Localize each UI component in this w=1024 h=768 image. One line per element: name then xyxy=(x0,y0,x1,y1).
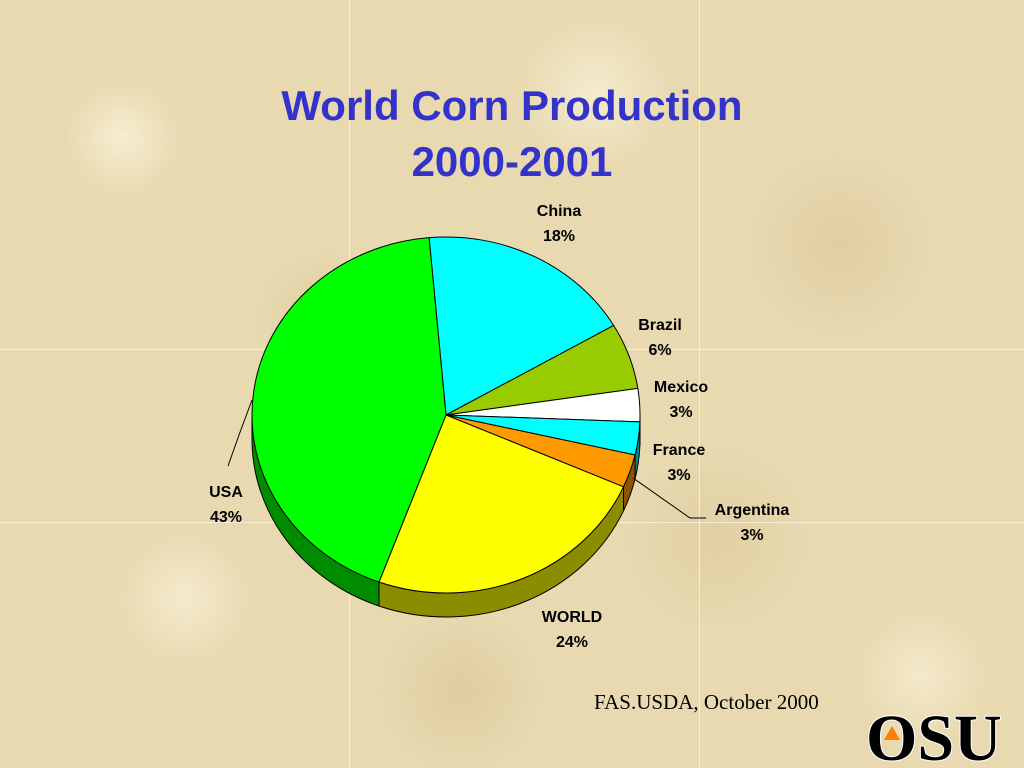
slice-value-argentina: 3% xyxy=(740,527,763,544)
slice-value-brazil: 6% xyxy=(648,342,671,359)
osu-logo: OSU xyxy=(865,701,1003,766)
pie-slice-china xyxy=(428,236,615,416)
pie-slice-usa xyxy=(251,237,447,583)
leader-line-argentina xyxy=(632,477,706,519)
slice-label-france: France xyxy=(653,442,706,459)
slice-label-argentina: Argentina xyxy=(715,502,790,519)
pie-top-group xyxy=(251,236,641,594)
slide-title-line1: World Corn Production xyxy=(281,82,743,129)
slide-title-line2: 2000-2001 xyxy=(411,138,613,185)
slice-value-usa: 43% xyxy=(210,509,242,526)
slice-label-brazil: Brazil xyxy=(638,317,682,334)
background-gridline xyxy=(699,0,700,768)
leader-line-usa xyxy=(227,399,253,467)
slice-label-china: China xyxy=(537,203,582,220)
slice-value-france: 3% xyxy=(667,467,690,484)
slice-label-world: WORLD xyxy=(542,609,602,626)
pie-labels: China 18% Brazil 6% Mexico 3% France 3% Argentin… xyxy=(209,203,789,651)
logo-triangle-icon xyxy=(884,726,900,740)
slice-value-china: 18% xyxy=(543,228,575,245)
slice-label-usa: USA xyxy=(209,484,243,501)
pie-slice-world xyxy=(378,414,625,594)
slice-value-mexico: 3% xyxy=(669,404,692,421)
slice-label-mexico: Mexico xyxy=(654,379,708,396)
slice-value-world: 24% xyxy=(556,634,588,651)
source-citation: FAS.USDA, October 2000 xyxy=(594,690,819,714)
osu-logo-text: OSU xyxy=(866,702,1002,766)
